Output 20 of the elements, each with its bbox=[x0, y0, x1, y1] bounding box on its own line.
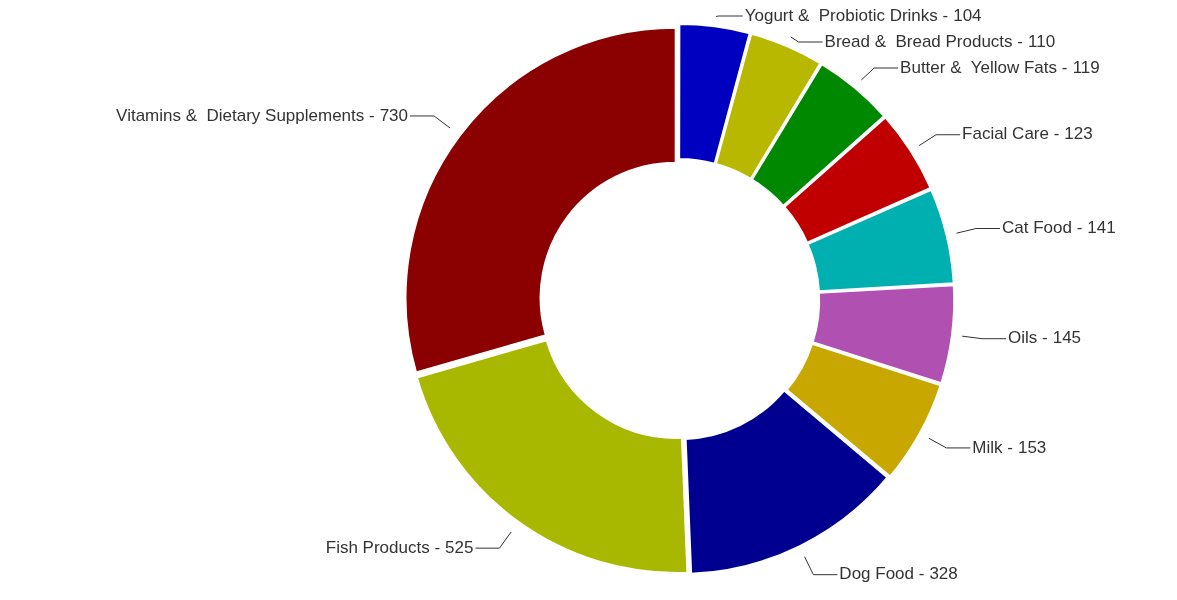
data-label: 119 bbox=[1072, 57, 1100, 77]
slice-label: Vitamins & Dietary Supplements - bbox=[116, 105, 375, 125]
data-label: 153 bbox=[1017, 437, 1047, 457]
slice-label: Fish Products - bbox=[325, 537, 441, 557]
slice-label: Yogurt & Probiotic Drinks - bbox=[744, 5, 949, 25]
slice-label: Milk - bbox=[972, 437, 1013, 457]
data-label: 104 bbox=[953, 5, 982, 25]
slice-label: Oils - bbox=[1008, 328, 1048, 348]
slice-label: Bread & Bread Products - bbox=[824, 31, 1023, 51]
slice-label: Cat Food - bbox=[1002, 218, 1083, 238]
data-label: 328 bbox=[929, 564, 958, 584]
data-label: 525 bbox=[445, 537, 474, 557]
data-label: 730 bbox=[379, 105, 409, 125]
data-label: 145 bbox=[1052, 328, 1082, 348]
data-label: 110 bbox=[1027, 31, 1056, 51]
slice-label: Facial Care - bbox=[962, 124, 1060, 144]
data-label: 141 bbox=[1087, 218, 1116, 238]
data-label: 123 bbox=[1064, 124, 1093, 144]
slice-label: Dog Food - bbox=[839, 564, 925, 584]
slice-label: Butter & Yellow Fats - bbox=[900, 57, 1068, 77]
